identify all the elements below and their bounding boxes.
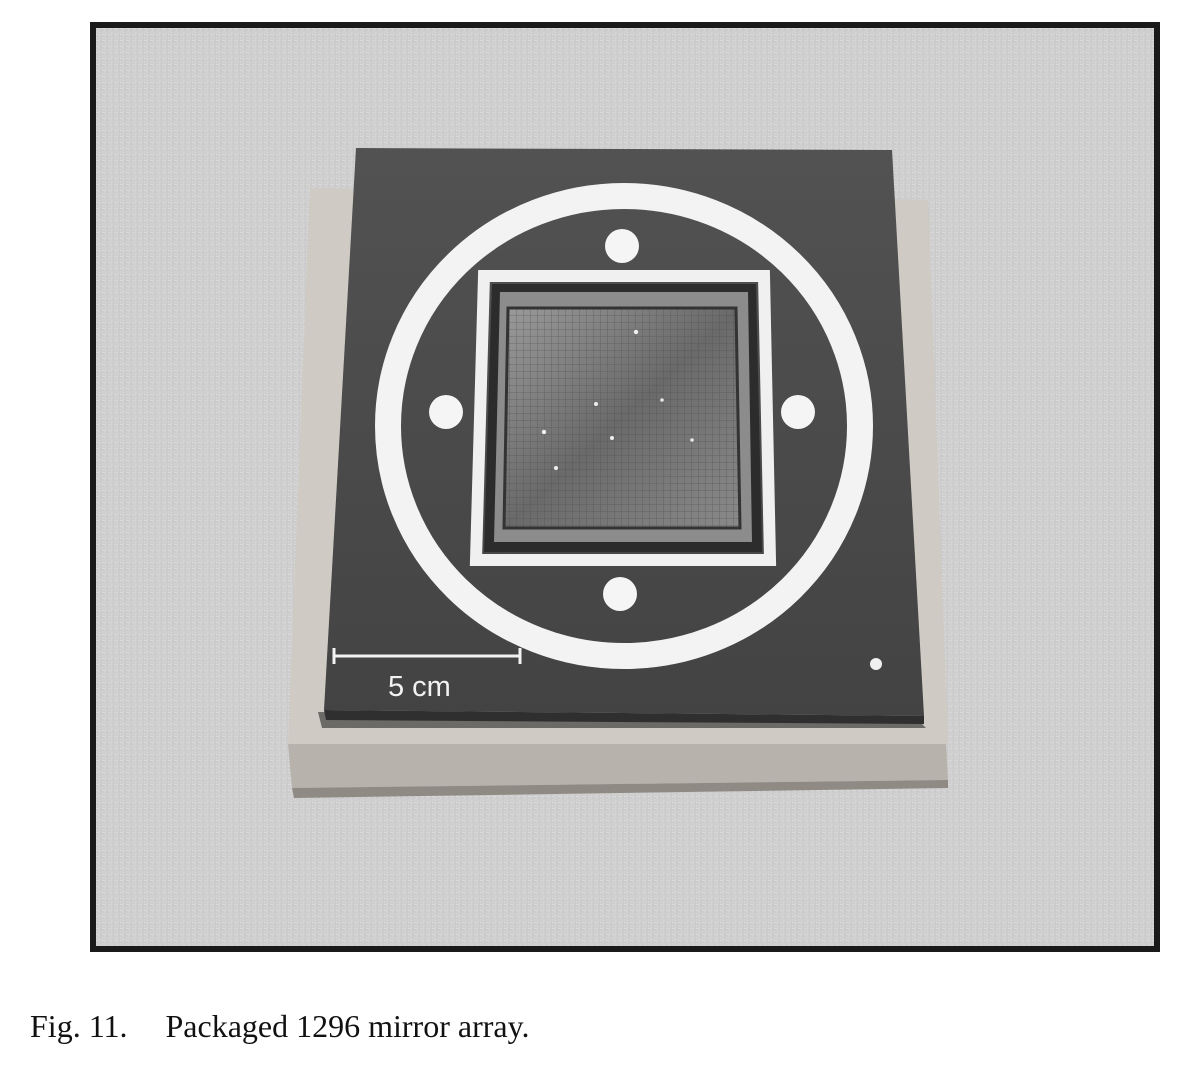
outer-ring xyxy=(375,183,873,669)
figure-frame: 5 cm xyxy=(90,22,1160,952)
mount-hole-right xyxy=(781,395,815,429)
mount-hole-left xyxy=(429,395,463,429)
figure-label: Fig. 11. xyxy=(30,1008,128,1044)
packaged-mirror-array-photo: 5 cm xyxy=(96,28,1154,946)
mount-hole-bottom xyxy=(603,577,637,611)
inner-square-frame xyxy=(469,270,777,566)
scale-bar-label: 5 cm xyxy=(388,671,451,703)
mount-hole-top xyxy=(605,229,639,263)
base-block xyxy=(288,744,948,788)
scale-bar xyxy=(332,648,522,664)
caption-text: Packaged 1296 mirror array. xyxy=(165,1008,530,1044)
alignment-dot xyxy=(870,658,882,670)
figure-caption: Fig. 11. Packaged 1296 mirror array. xyxy=(30,1008,530,1045)
